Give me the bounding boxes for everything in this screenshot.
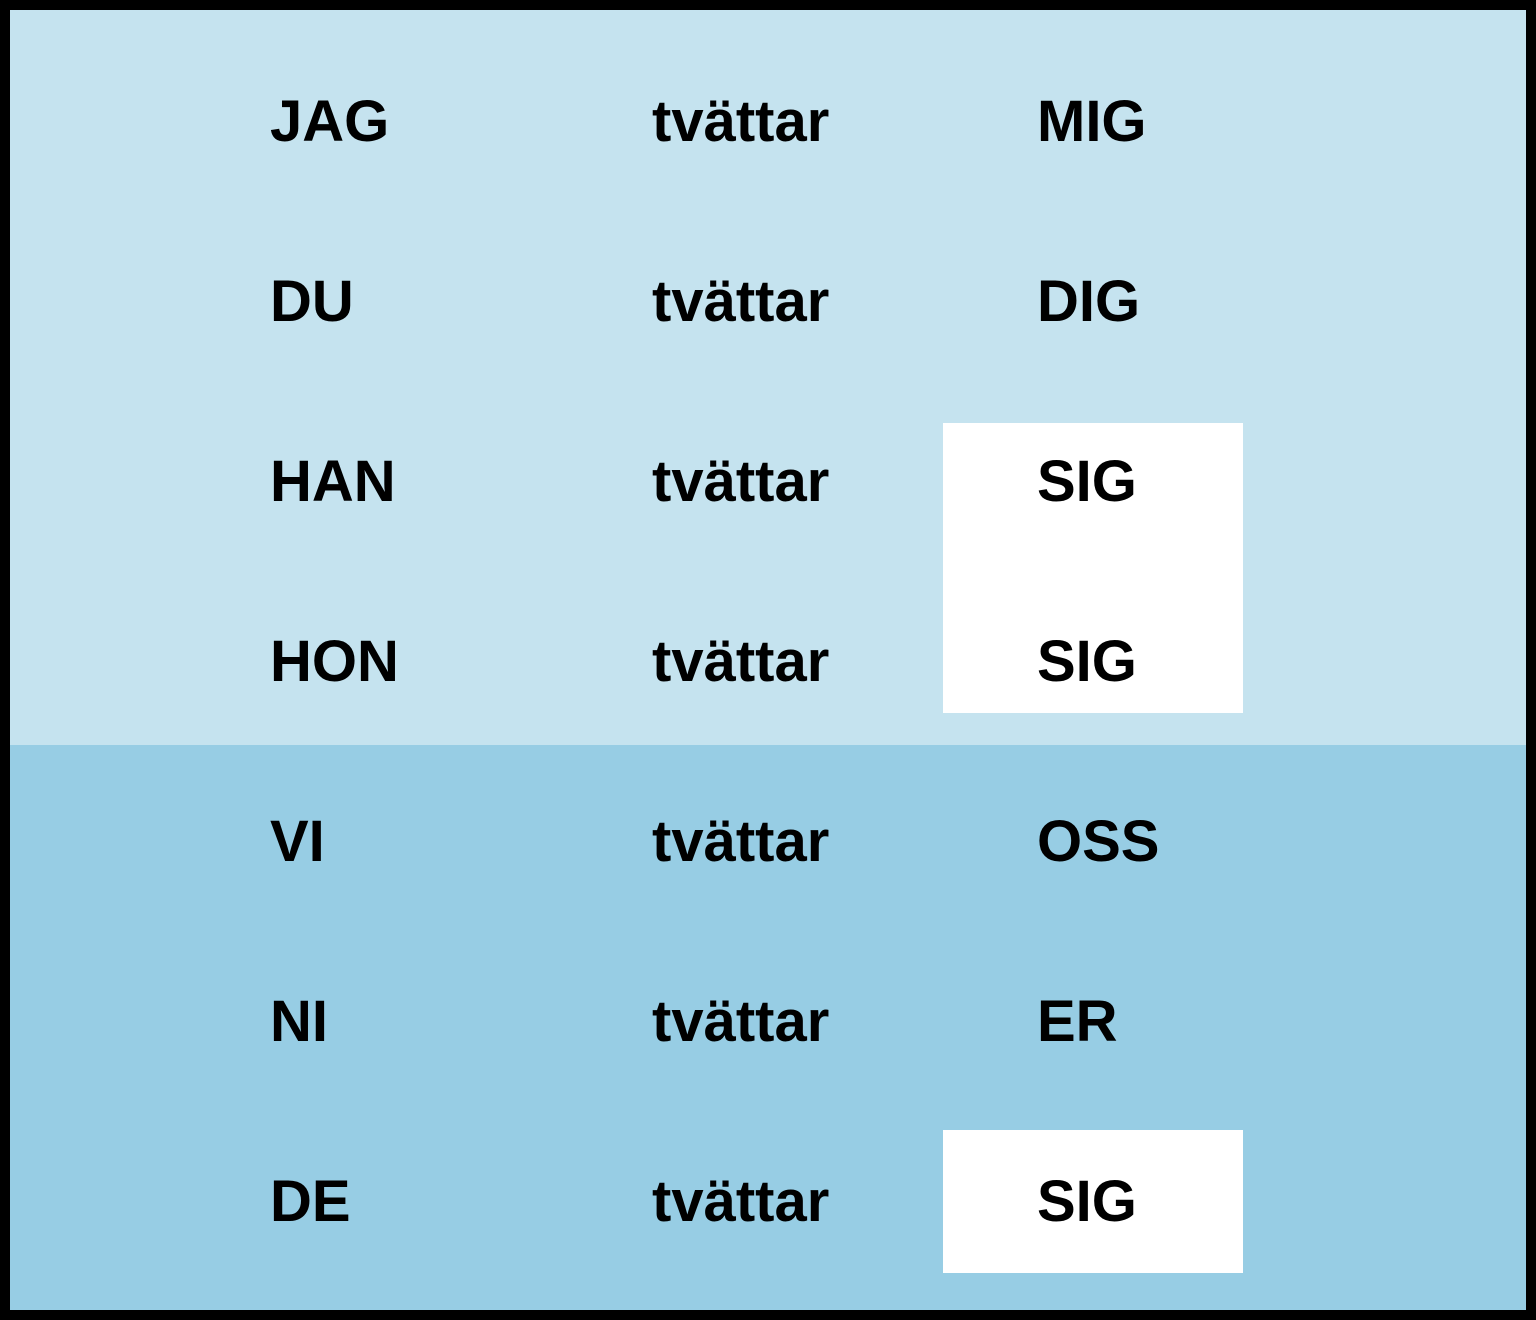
subject-pronoun: DE xyxy=(270,1169,351,1234)
reflexive-pronoun: SIG xyxy=(1037,1169,1137,1234)
reflexive-pronoun: ER xyxy=(1037,989,1118,1054)
verb: tvättar xyxy=(652,269,830,334)
subject-pronoun: HON xyxy=(270,629,399,694)
reflexive-pronoun: OSS xyxy=(1037,809,1160,874)
verb: tvättar xyxy=(652,629,830,694)
singular-band xyxy=(10,10,1526,745)
reflexive-pronoun: SIG xyxy=(1037,629,1137,694)
reflexive-pronoun: DIG xyxy=(1037,269,1141,334)
plural-band xyxy=(10,745,1526,1310)
subject-pronoun: VI xyxy=(270,809,325,874)
subject-pronoun: HAN xyxy=(270,449,396,514)
subject-pronoun: NI xyxy=(270,989,328,1054)
reflexive-pronoun: MIG xyxy=(1037,89,1147,154)
highlight-box xyxy=(943,1130,1243,1273)
highlight-box xyxy=(943,423,1243,713)
subject-pronoun: JAG xyxy=(270,89,390,154)
verb: tvättar xyxy=(652,809,830,874)
verb: tvättar xyxy=(652,989,830,1054)
verb: tvättar xyxy=(652,1169,830,1234)
subject-pronoun: DU xyxy=(270,269,354,334)
verb: tvättar xyxy=(652,449,830,514)
reflexive-pronoun: SIG xyxy=(1037,449,1137,514)
verb: tvättar xyxy=(652,89,830,154)
